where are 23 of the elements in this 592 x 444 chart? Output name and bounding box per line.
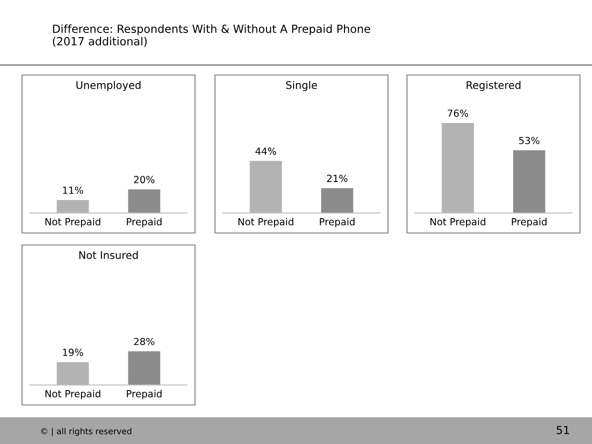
x-tick-label: Not Prepaid	[238, 218, 294, 228]
data-label: 53%	[519, 136, 540, 144]
data-label: 28%	[134, 338, 154, 346]
text: 51	[556, 426, 569, 434]
data-label: 21%	[327, 174, 348, 182]
text: Difference: Respondents With & Without A Prepaid Phone (2017 additional)	[52, 24, 370, 47]
data-label: 44%	[255, 147, 276, 155]
data-label: 11%	[63, 186, 84, 194]
x-tick-label: Prepaid	[126, 390, 162, 400]
data-label: 19%	[63, 348, 84, 356]
x-tick-label: Prepaid	[126, 218, 162, 228]
chart-title: Unemployed	[76, 80, 140, 92]
x-tick-label: Not Prepaid	[45, 390, 100, 400]
data-label: 76%	[448, 110, 468, 117]
chart-title: Registered	[466, 80, 520, 92]
x-tick-label: Prepaid	[512, 218, 547, 228]
chart-title: Single	[286, 80, 317, 92]
data-label: 20%	[134, 176, 154, 184]
x-tick-label: Not Prepaid	[430, 218, 486, 228]
text: © | all rights reserved	[41, 428, 132, 436]
chart-title: Not Insured	[79, 250, 138, 260]
x-tick-label: Not Prepaid	[45, 218, 100, 228]
x-tick-label: Prepaid	[320, 218, 355, 228]
